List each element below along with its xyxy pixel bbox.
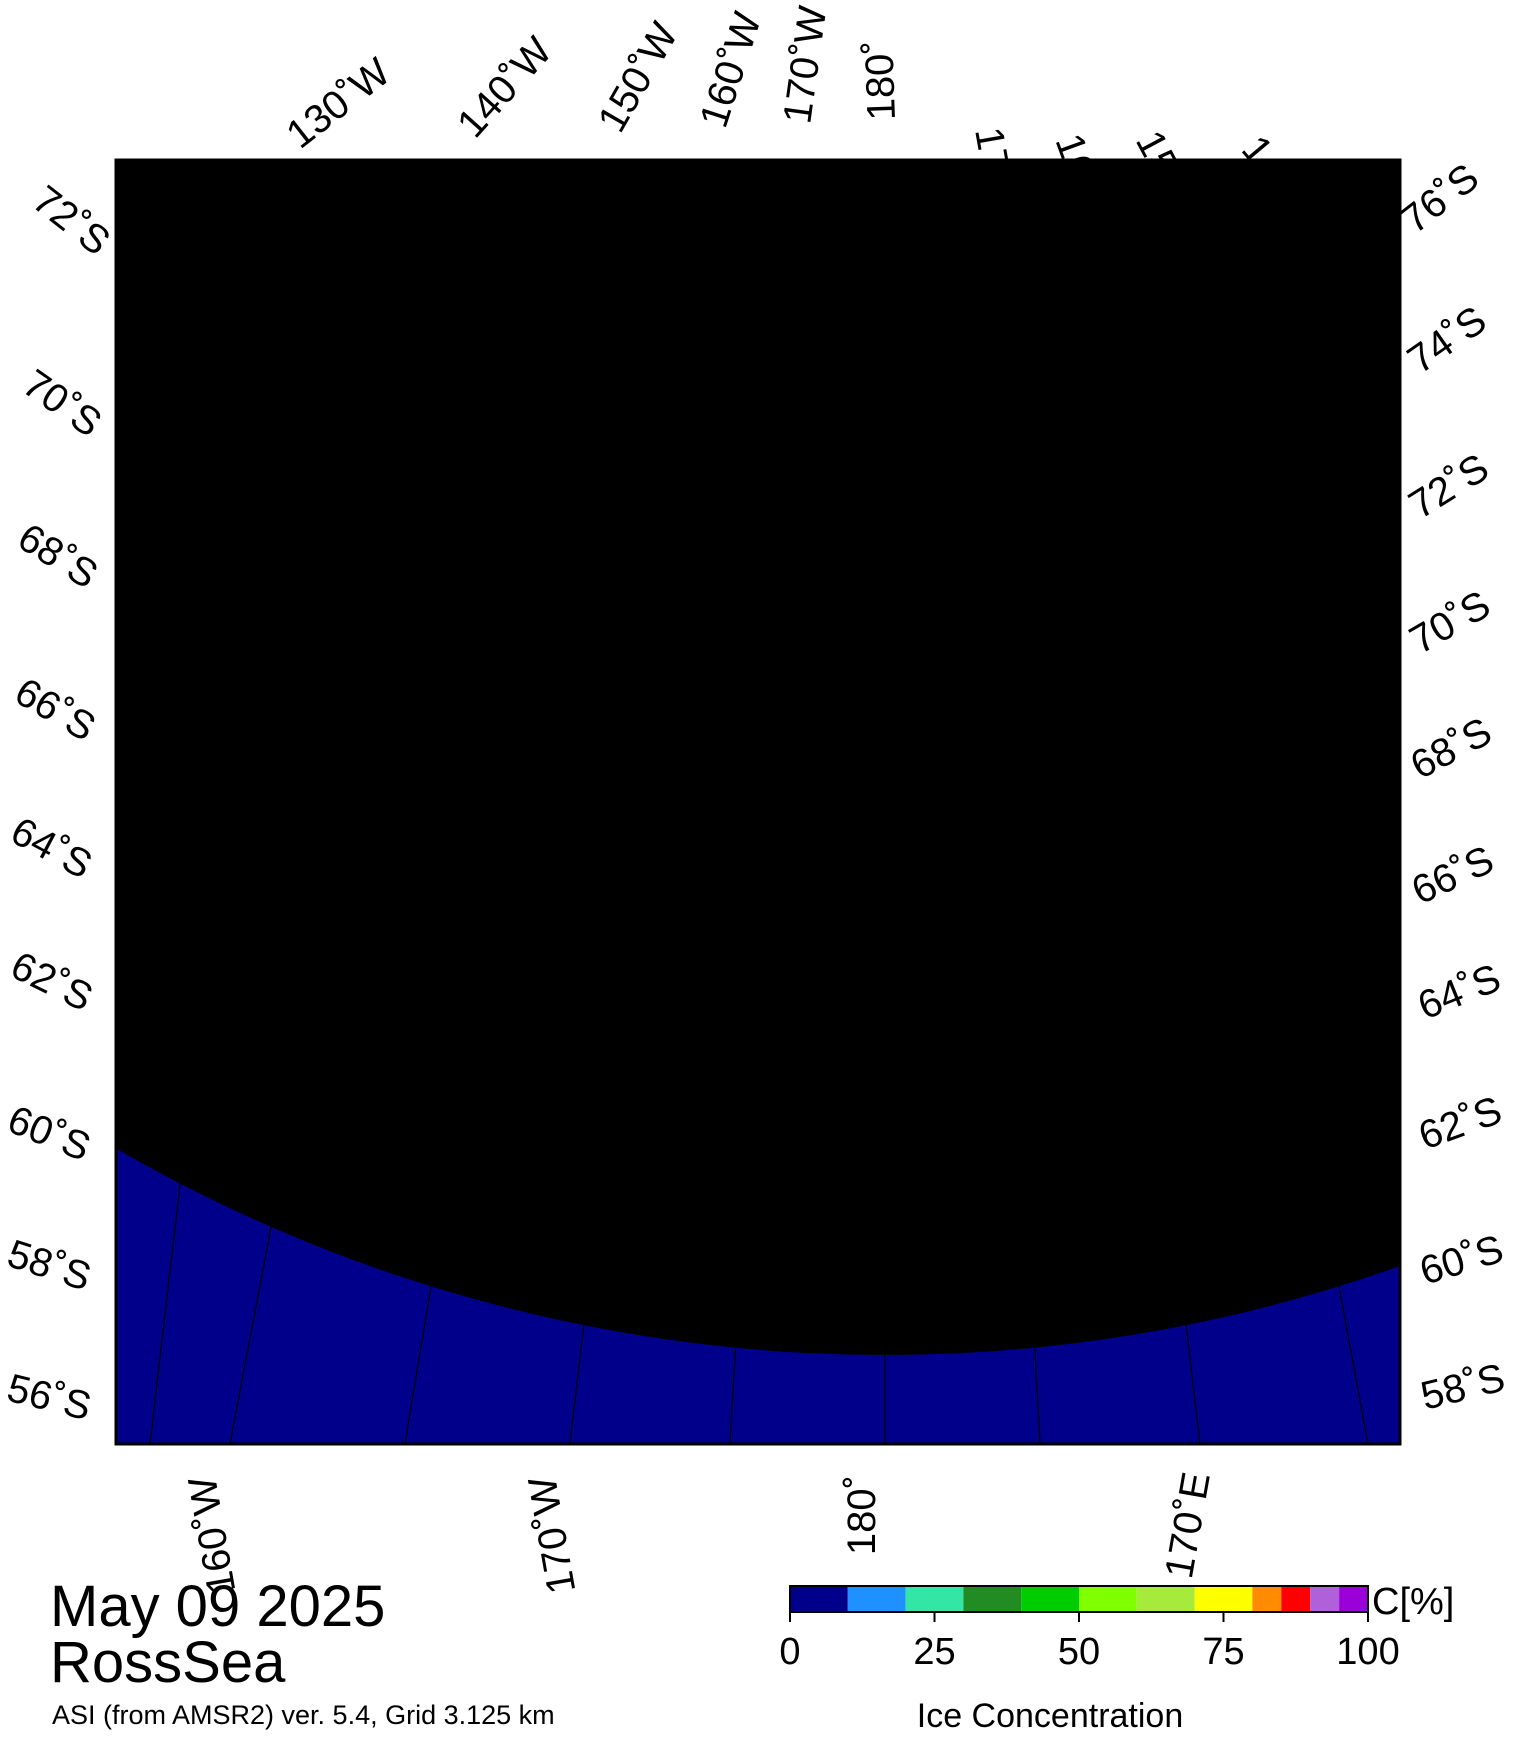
colorbar-swatch — [1194, 1586, 1253, 1612]
colorbar-swatch — [905, 1586, 964, 1612]
longitude-label: 170˚E — [1157, 1469, 1219, 1582]
latitude-label: 72˚S — [24, 177, 118, 264]
longitude-label: 150˚W — [590, 15, 687, 139]
latitude-label: 66˚S — [8, 670, 103, 750]
latitude-label: 70˚S — [1403, 582, 1498, 662]
latitude-label: 60˚S — [1415, 1227, 1509, 1294]
colorbar-swatch — [790, 1586, 848, 1612]
meridian-line — [729, 160, 806, 1444]
latitude-label: 64˚S — [1412, 956, 1507, 1028]
meridian-line — [404, 160, 619, 1444]
colorbar-tick-label: 50 — [1058, 1631, 1100, 1673]
colorbar-unit-label: C[%] — [1372, 1581, 1454, 1623]
latitude-label: 60˚S — [2, 1098, 97, 1170]
latitude-label: 76˚S — [1393, 155, 1487, 242]
data-source-note: ASI (from AMSR2) ver. 5.4, Grid 3.125 km — [52, 1700, 555, 1730]
colorbar: 0 25 50 75 100 — [779, 1585, 1400, 1673]
latitude-label: 68˚S — [1404, 709, 1499, 788]
map-region: RossSea — [50, 1630, 286, 1695]
latitude-label: 70˚S — [15, 361, 109, 446]
colorbar-swatch — [1339, 1586, 1368, 1612]
latitude-label: 62˚S — [1413, 1088, 1507, 1158]
latitude-label: 66˚S — [1405, 838, 1500, 914]
longitude-label: 130˚W — [278, 50, 398, 157]
latitude-label: 68˚S — [10, 515, 105, 597]
meridian-line — [1050, 160, 1201, 1444]
map-date: May 09 2025 — [50, 1574, 386, 1639]
meridian-line — [229, 160, 474, 1444]
latitude-label: 72˚S — [1401, 446, 1496, 528]
meridian-line — [1240, 160, 1400, 1251]
colorbar-title: Ice Concentration — [917, 1697, 1184, 1735]
longitude-label: 170˚W — [520, 1473, 584, 1597]
colorbar-swatch — [1252, 1586, 1282, 1612]
longitude-label: 180˚ — [857, 40, 904, 122]
colorbar-tick-label: 0 — [779, 1631, 800, 1673]
colorbar-swatch — [1281, 1586, 1311, 1612]
colorbar-swatch — [963, 1586, 1022, 1612]
longitude-label: 160˚W — [692, 7, 770, 133]
meridian-line — [569, 160, 720, 1444]
colorbar-swatch — [1310, 1586, 1340, 1612]
left-latitude-labels: 72˚S 70˚S 68˚S 66˚S 64˚S 62˚S 60˚S 58˚S 56˚S — [2, 177, 119, 1429]
longitude-label: 140˚W — [449, 29, 561, 146]
latitude-label: 64˚S — [4, 809, 99, 888]
latitude-label: 58˚S — [2, 1232, 96, 1300]
meridian-line — [969, 160, 1041, 1444]
colorbar-swatch — [847, 1586, 906, 1612]
latitude-circle — [116, 160, 1400, 1355]
colorbar-swatch — [1136, 1586, 1195, 1612]
latitude-label: 58˚S — [1417, 1356, 1510, 1419]
meridian-line — [1131, 160, 1369, 1444]
graticule — [116, 160, 1400, 1444]
right-latitude-labels: 76˚S 74˚S 72˚S 70˚S 68˚S 66˚S 64˚S 62˚S 60˚S 58˚S — [1393, 155, 1509, 1418]
colorbar-tick-label: 75 — [1202, 1631, 1244, 1673]
colorbar-tick-label: 25 — [913, 1631, 955, 1673]
longitude-label: 170˚W — [775, 3, 835, 126]
colorbar-swatch — [1021, 1586, 1079, 1612]
map-frame — [114, 158, 1402, 1446]
latitude-label: 74˚S — [1400, 298, 1494, 383]
colorbar-swatch — [1079, 1586, 1137, 1612]
latitude-label: 62˚S — [4, 944, 99, 1021]
longitude-label: 180˚ — [840, 1475, 884, 1555]
meridian-line — [149, 160, 300, 1444]
colorbar-tick-label: 100 — [1336, 1631, 1399, 1673]
latitude-label: 56˚S — [3, 1366, 96, 1429]
